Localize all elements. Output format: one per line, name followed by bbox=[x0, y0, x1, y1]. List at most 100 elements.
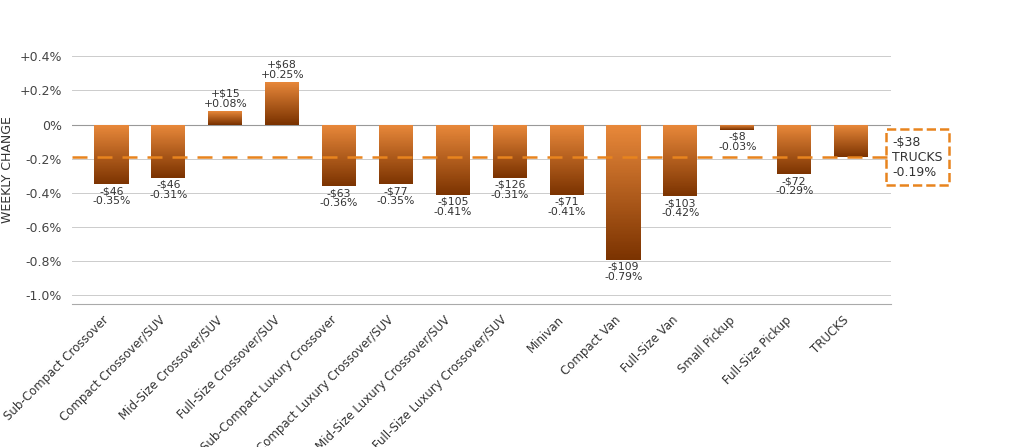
Text: -$105: -$105 bbox=[437, 197, 469, 207]
Bar bbox=[436, 179, 470, 180]
Bar bbox=[550, 144, 584, 145]
Bar bbox=[322, 158, 356, 159]
Bar bbox=[606, 206, 641, 207]
Bar bbox=[606, 227, 641, 228]
Bar bbox=[436, 173, 470, 174]
Bar bbox=[94, 151, 129, 152]
Bar bbox=[94, 160, 129, 161]
Bar bbox=[94, 133, 129, 134]
Bar bbox=[664, 143, 697, 144]
Bar bbox=[322, 129, 356, 130]
Bar bbox=[379, 181, 413, 182]
Bar bbox=[379, 156, 413, 157]
Bar bbox=[322, 136, 356, 137]
Bar bbox=[322, 128, 356, 129]
Bar bbox=[550, 146, 584, 147]
Bar bbox=[493, 140, 526, 141]
Bar bbox=[94, 141, 129, 142]
Bar bbox=[606, 236, 641, 238]
Bar bbox=[550, 192, 584, 193]
Bar bbox=[777, 172, 811, 173]
Bar bbox=[94, 137, 129, 138]
Bar bbox=[550, 127, 584, 128]
Bar bbox=[550, 125, 584, 126]
Bar bbox=[322, 152, 356, 153]
Bar bbox=[606, 203, 641, 204]
Bar bbox=[152, 158, 185, 159]
Bar bbox=[152, 132, 185, 133]
Bar bbox=[322, 174, 356, 175]
Bar bbox=[664, 178, 697, 179]
Bar bbox=[606, 207, 641, 208]
Bar bbox=[664, 148, 697, 149]
Bar bbox=[379, 176, 413, 177]
Bar bbox=[777, 132, 811, 133]
Bar bbox=[664, 151, 697, 152]
Bar bbox=[322, 160, 356, 161]
Bar bbox=[493, 159, 526, 160]
Bar bbox=[493, 149, 526, 150]
Bar bbox=[436, 189, 470, 190]
Bar bbox=[322, 176, 356, 177]
Bar bbox=[606, 158, 641, 160]
Bar bbox=[436, 188, 470, 189]
Bar bbox=[550, 143, 584, 144]
Bar bbox=[493, 148, 526, 149]
Bar bbox=[379, 171, 413, 172]
Bar bbox=[322, 172, 356, 173]
Bar bbox=[777, 126, 811, 127]
Bar bbox=[550, 186, 584, 187]
Bar bbox=[322, 142, 356, 143]
Bar bbox=[94, 177, 129, 178]
Bar bbox=[436, 142, 470, 143]
Bar bbox=[94, 128, 129, 129]
Bar bbox=[493, 138, 526, 139]
Bar bbox=[94, 135, 129, 136]
Bar bbox=[152, 153, 185, 154]
Text: -$109: -$109 bbox=[608, 261, 639, 272]
Bar bbox=[606, 226, 641, 227]
Bar bbox=[379, 175, 413, 176]
Bar bbox=[152, 166, 185, 167]
Bar bbox=[493, 161, 526, 162]
Bar bbox=[777, 145, 811, 146]
Bar bbox=[664, 195, 697, 196]
Bar bbox=[777, 170, 811, 171]
Bar bbox=[322, 138, 356, 139]
Bar bbox=[606, 254, 641, 256]
Text: -0.35%: -0.35% bbox=[377, 196, 415, 207]
Bar bbox=[152, 169, 185, 170]
Bar bbox=[777, 169, 811, 170]
Bar bbox=[94, 167, 129, 168]
Bar bbox=[379, 179, 413, 180]
Bar bbox=[777, 164, 811, 165]
Bar bbox=[664, 150, 697, 151]
Bar bbox=[777, 167, 811, 168]
Bar bbox=[664, 166, 697, 167]
Bar bbox=[550, 171, 584, 172]
Bar bbox=[550, 177, 584, 178]
Bar bbox=[493, 170, 526, 171]
Bar bbox=[606, 164, 641, 165]
Bar bbox=[322, 179, 356, 180]
Bar bbox=[550, 147, 584, 148]
Bar bbox=[606, 127, 641, 129]
Bar bbox=[550, 156, 584, 157]
Bar bbox=[152, 172, 185, 173]
Bar bbox=[606, 152, 641, 153]
Bar bbox=[152, 148, 185, 149]
Bar bbox=[606, 246, 641, 247]
Bar bbox=[379, 182, 413, 183]
Bar bbox=[606, 224, 641, 226]
Bar bbox=[493, 156, 526, 157]
Bar bbox=[664, 141, 697, 142]
Bar bbox=[379, 158, 413, 159]
Bar bbox=[152, 171, 185, 172]
Bar bbox=[436, 152, 470, 153]
Bar bbox=[664, 185, 697, 186]
Bar bbox=[94, 142, 129, 143]
Bar bbox=[322, 166, 356, 167]
Bar bbox=[606, 186, 641, 187]
Bar bbox=[493, 142, 526, 143]
Bar bbox=[777, 142, 811, 143]
